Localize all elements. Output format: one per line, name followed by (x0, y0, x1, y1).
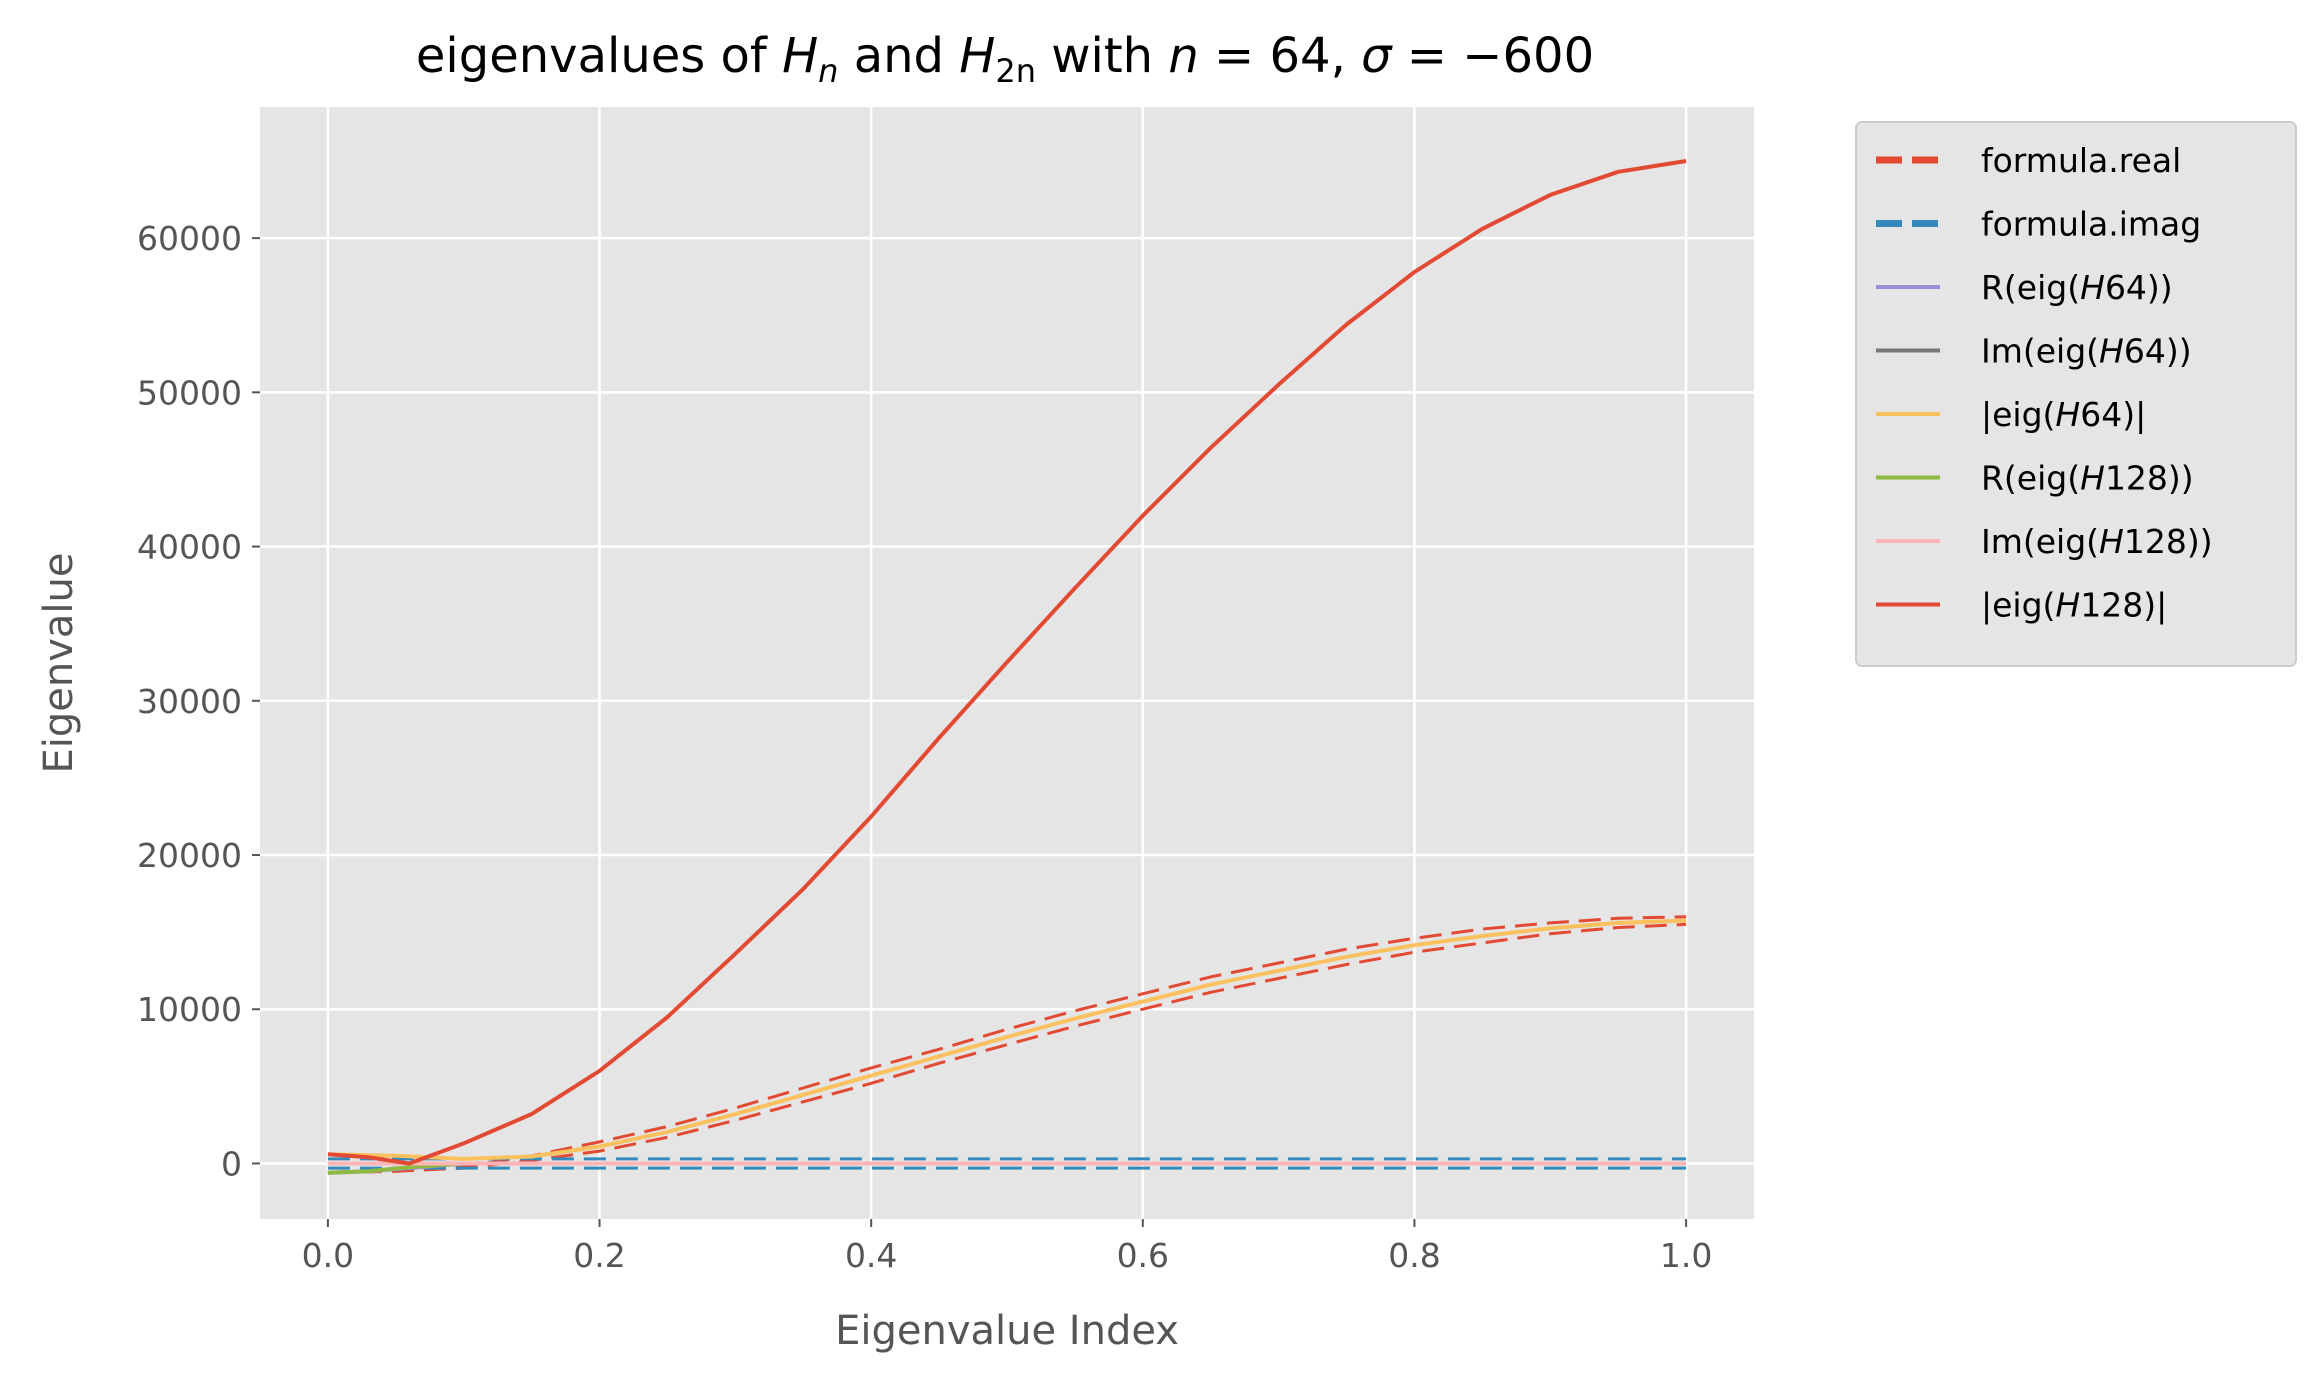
y-tick-label: 30000 (137, 682, 242, 721)
x-tick-label: 0.6 (1117, 1236, 1169, 1275)
legend-frame (1855, 121, 2297, 667)
x-axis-label: Eigenvalue Index (835, 1308, 1179, 1354)
x-tick-label: 0.2 (573, 1236, 625, 1275)
x-tick-label: 0.0 (302, 1236, 354, 1275)
legend-label: R(eig(H128)) (1981, 459, 2194, 498)
x-tick-label: 0.8 (1388, 1236, 1440, 1275)
series-layer (327, 159, 1687, 1175)
series-line-eig-h64 (327, 918, 1687, 1161)
legend-label: Im(eig(H64)) (1981, 332, 2192, 371)
legend-label: R(eig(H64)) (1981, 268, 2173, 307)
legend-label: |eig(H64)| (1981, 395, 2146, 434)
series-line-eig-h128 (327, 159, 1687, 1166)
legend-label: Im(eig(H128)) (1981, 522, 2213, 561)
legend-label: formula.imag (1981, 205, 2201, 244)
y-tick-label: 40000 (137, 528, 242, 567)
y-tick-label: 50000 (137, 373, 242, 412)
y-tick-label: 60000 (137, 219, 242, 258)
y-tick-label: 0 (221, 1144, 242, 1183)
x-tick-label: 1.0 (1660, 1236, 1712, 1275)
legend: formula.real formula.imag R(eig(H64)) Im(ei… (1855, 121, 2297, 667)
y-tick-label: 10000 (137, 990, 242, 1029)
grid (260, 107, 1754, 1219)
series-line-formula-real (327, 922, 1687, 1175)
x-tick-label: 0.4 (845, 1236, 897, 1275)
y-tick-label: 20000 (137, 836, 242, 875)
axis-ticks: 0.0 0.2 0.4 0.6 0.8 1.0 0 10000 20000 30000 40000 5… (137, 219, 1712, 1275)
chart-title: eigenvalues of Hn and H2n with n = 64, σ… (416, 28, 1594, 90)
legend-label: |eig(H128)| (1981, 586, 2167, 625)
y-axis-label: Eigenvalue (36, 553, 82, 774)
legend-label: formula.real (1981, 141, 2181, 180)
